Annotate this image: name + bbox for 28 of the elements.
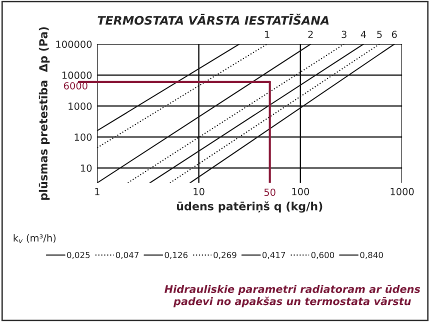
y-tick-label: 10 [81,164,92,172]
legend-label: 0,269 [214,252,236,259]
legend-title: k$_{v}$ (m³/h) [14,234,56,244]
text: Hidrauliskie parametri radiatoram ar ūdens padevi no apakšas un termostata vārstu [164,284,420,308]
x-tick-label: 10 [194,188,204,196]
annotation: 5 [377,30,382,38]
legend-label: 0,417 [262,252,286,259]
x-tick-label: 100 [292,188,310,196]
y-tick-label: 100000 [56,40,92,48]
legend-label: 0,047 [116,252,139,259]
legend-label: 0,600 [311,252,334,259]
annotation: 4 [360,30,366,38]
y-tick-label: 10000 [62,72,92,79]
annotation: 3 [342,30,346,38]
annotation: 2 [308,30,313,38]
x-tick-label: 1 [95,188,100,196]
y-axis-title: plūsmas pretestība Δp (Pa) [38,27,50,200]
y-tick-label: 1000 [68,102,92,110]
annotation: 1 [265,30,270,38]
ref-line-label: 50 [264,188,276,196]
legend-label: 0,126 [164,252,188,259]
chart-title: TERMOSTATA VĀRSTA IESTATĪŠANA [98,14,329,25]
legend-label: 0,840 [360,252,383,259]
x-tick-label: 1000 [390,188,414,196]
y-tick-label: 100 [74,133,92,141]
legend-label: 0,025 [67,252,90,259]
x-axis-title: ūdens patēriņš q (kg/h) [176,201,322,213]
annotation: 6 [392,30,397,38]
